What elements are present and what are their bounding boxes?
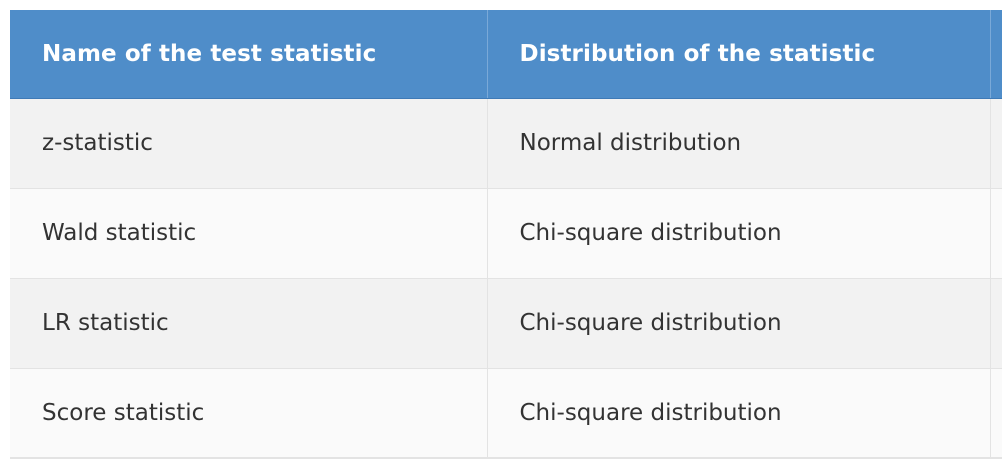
cell-statistic-name: LR statistic: [10, 278, 488, 369]
cell-statistic-name: Wald statistic: [10, 188, 488, 279]
cell-overflow: [990, 188, 1002, 279]
cell-overflow: [990, 368, 1002, 459]
table-row: z-statistic Normal distribution: [10, 98, 1002, 189]
table-header-row: Name of the test statistic Distribution …: [10, 10, 1002, 99]
header-distribution: Distribution of the statistic: [487, 10, 991, 99]
header-test-statistic-name: Name of the test statistic: [10, 10, 488, 99]
table-row: Wald statistic Chi-square distribution: [10, 188, 1002, 279]
test-statistics-table: Name of the test statistic Distribution …: [10, 10, 1002, 459]
cell-distribution: Normal distribution: [487, 98, 991, 189]
table-row: LR statistic Chi-square distribution: [10, 278, 1002, 369]
cell-distribution: Chi-square distribution: [487, 368, 991, 459]
table-row: Score statistic Chi-square distribution: [10, 368, 1002, 459]
cell-distribution: Chi-square distribution: [487, 188, 991, 279]
cell-overflow: [990, 98, 1002, 189]
cell-statistic-name: z-statistic: [10, 98, 488, 189]
statistics-table-container: Name of the test statistic Distribution …: [10, 10, 1002, 459]
cell-statistic-name: Score statistic: [10, 368, 488, 459]
header-overflow-cell: [990, 10, 1002, 99]
cell-distribution: Chi-square distribution: [487, 278, 991, 369]
cell-overflow: [990, 278, 1002, 369]
